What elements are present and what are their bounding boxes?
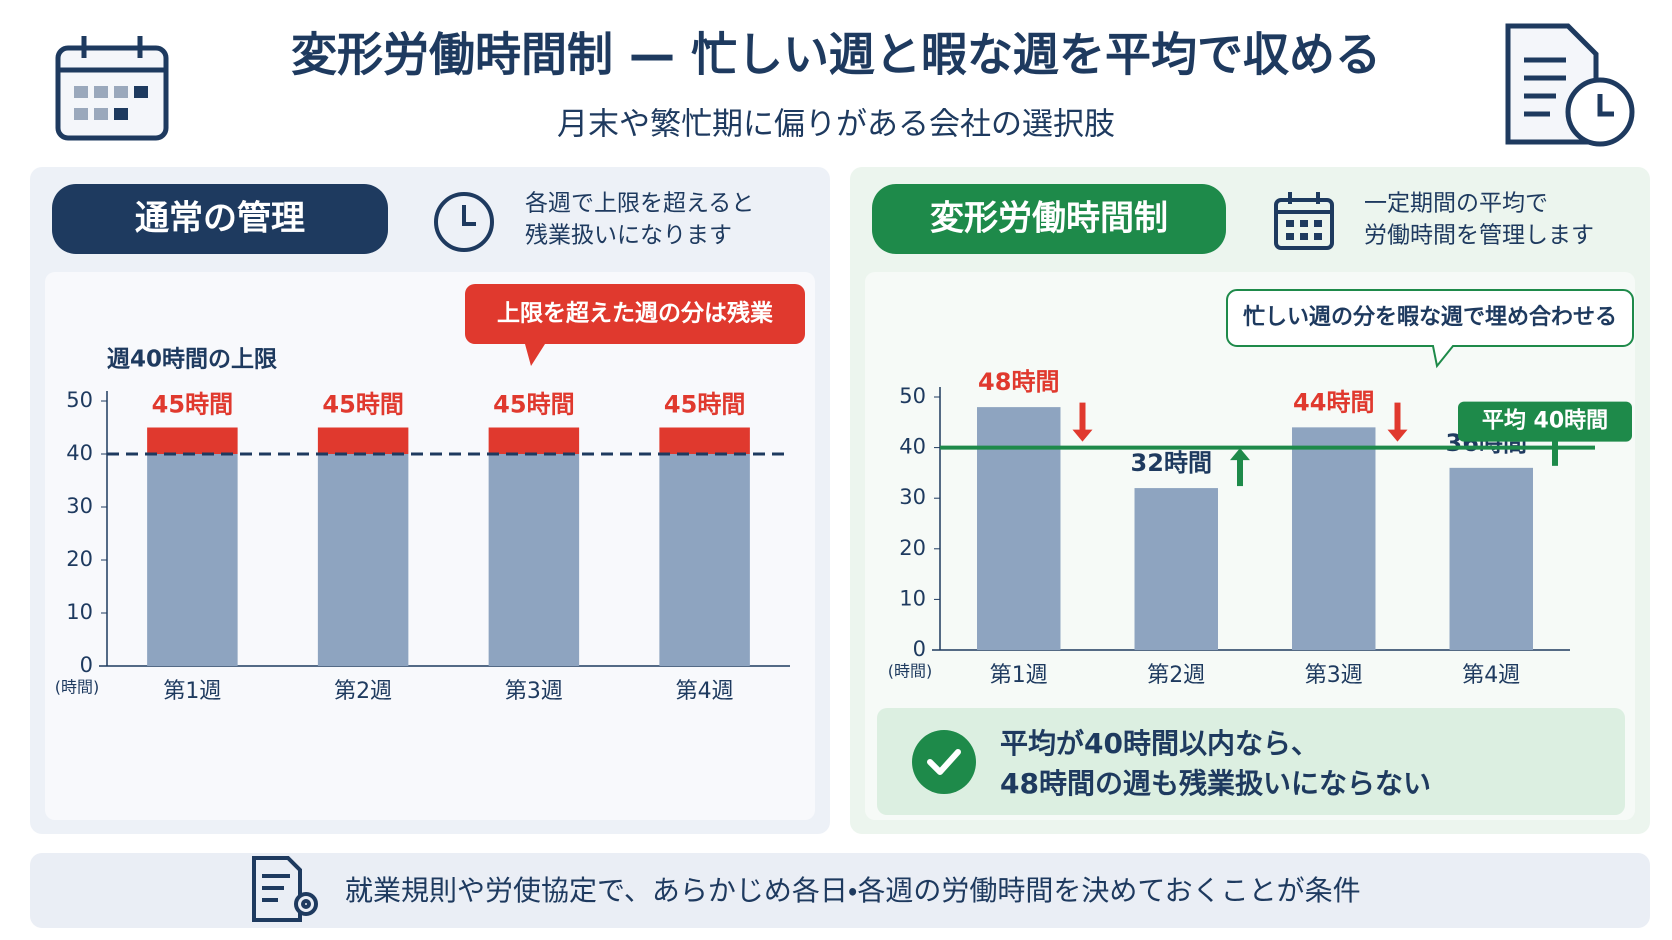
bar bbox=[317, 454, 409, 666]
average-badge bbox=[1458, 401, 1632, 442]
calendar-icon bbox=[55, 36, 169, 141]
y-tick-label: 20 bbox=[899, 536, 926, 560]
rules-icon bbox=[252, 856, 318, 922]
x-tick-label: 第1週 bbox=[163, 679, 221, 704]
calendar-small-icon bbox=[1274, 192, 1334, 250]
panel-pill bbox=[872, 184, 1226, 254]
average-label: 平均 40時間 bbox=[1482, 408, 1608, 434]
clock-icon bbox=[434, 192, 494, 252]
callout-bubble bbox=[465, 284, 805, 366]
callout: 忙しい週の分を暇な週で埋め合わせる bbox=[1243, 305, 1617, 330]
arrow-head bbox=[1072, 429, 1093, 442]
arrow-head bbox=[1387, 429, 1408, 442]
panel-description: 残業扱いになります bbox=[525, 223, 732, 249]
x-tick-label: 第4週 bbox=[1462, 663, 1520, 688]
panel-label: 変形労働時間制 bbox=[930, 199, 1168, 239]
bar bbox=[977, 407, 1061, 650]
y-unit: (時間) bbox=[55, 678, 100, 697]
value-label: 44時間 bbox=[1293, 388, 1374, 416]
x-tick-label: 第2週 bbox=[1147, 663, 1205, 688]
callout: 上限を超えた週の分は残業 bbox=[497, 300, 774, 327]
panel-label: 通常の管理 bbox=[135, 199, 305, 239]
bar bbox=[1134, 488, 1218, 650]
x-tick-label: 第3週 bbox=[1305, 663, 1363, 688]
value-label: 45時間 bbox=[664, 391, 745, 419]
y-tick-label: 10 bbox=[66, 600, 93, 624]
value-label: 32時間 bbox=[1131, 449, 1212, 477]
y-tick-label: 0 bbox=[80, 653, 93, 677]
y-tick-label: 40 bbox=[66, 441, 93, 465]
note-box bbox=[877, 708, 1625, 815]
y-tick-label: 10 bbox=[899, 586, 926, 610]
value-label: 48時間 bbox=[978, 368, 1059, 396]
bar bbox=[1292, 427, 1376, 650]
x-tick-label: 第4週 bbox=[676, 679, 734, 704]
bar bbox=[1449, 467, 1533, 650]
panel-description: 労働時間を管理します bbox=[1364, 223, 1594, 249]
bar-excess bbox=[659, 427, 750, 454]
value-label: 45時間 bbox=[493, 391, 574, 419]
document-clock-icon bbox=[1505, 23, 1635, 147]
subtitle: 月末や繁忙期に偏りがある会社の選択肢 bbox=[557, 107, 1115, 143]
y-tick-label: 0 bbox=[913, 637, 926, 661]
footer-text: 就業規則や労使協定で、あらかじめ各日・各週の労働時間を決めておくことが条件 bbox=[345, 874, 1361, 907]
y-tick-label: 50 bbox=[899, 384, 926, 408]
x-tick-label: 第2週 bbox=[334, 679, 392, 704]
bar bbox=[659, 454, 750, 666]
bar-excess bbox=[147, 427, 238, 454]
panel-pill bbox=[52, 184, 388, 254]
chart-card bbox=[45, 272, 815, 820]
y-tick-label: 30 bbox=[66, 494, 93, 518]
check-icon bbox=[912, 730, 976, 794]
value-label: 45時間 bbox=[322, 391, 403, 419]
x-tick-label: 第1週 bbox=[990, 663, 1048, 688]
y-tick-label: 30 bbox=[899, 485, 926, 509]
footer-bar bbox=[30, 853, 1650, 928]
y-tick-label: 40 bbox=[899, 435, 926, 459]
note: 48時間の週も残業扱いにならない bbox=[1000, 767, 1431, 800]
y-tick-label: 20 bbox=[66, 547, 93, 571]
panel-description: 一定期間の平均で bbox=[1364, 191, 1548, 217]
bar bbox=[488, 454, 580, 666]
bar bbox=[147, 454, 238, 666]
y-tick-label: 50 bbox=[66, 388, 93, 412]
y-unit: (時間) bbox=[888, 662, 933, 681]
bar-excess bbox=[317, 427, 409, 454]
limit-label: 週40時間の上限 bbox=[107, 347, 277, 373]
title: 変形労働時間制 — 忙しい週と暇な週を平均で収める bbox=[291, 28, 1381, 82]
value-label: 45時間 bbox=[152, 391, 233, 419]
bar-excess bbox=[488, 427, 580, 454]
callout-bubble bbox=[1226, 289, 1634, 369]
x-tick-label: 第3週 bbox=[505, 679, 563, 704]
arrow-head bbox=[1229, 448, 1250, 461]
panel-description: 各週で上限を超えると bbox=[525, 191, 754, 217]
note: 平均が40時間以内なら、 bbox=[1000, 727, 1319, 760]
